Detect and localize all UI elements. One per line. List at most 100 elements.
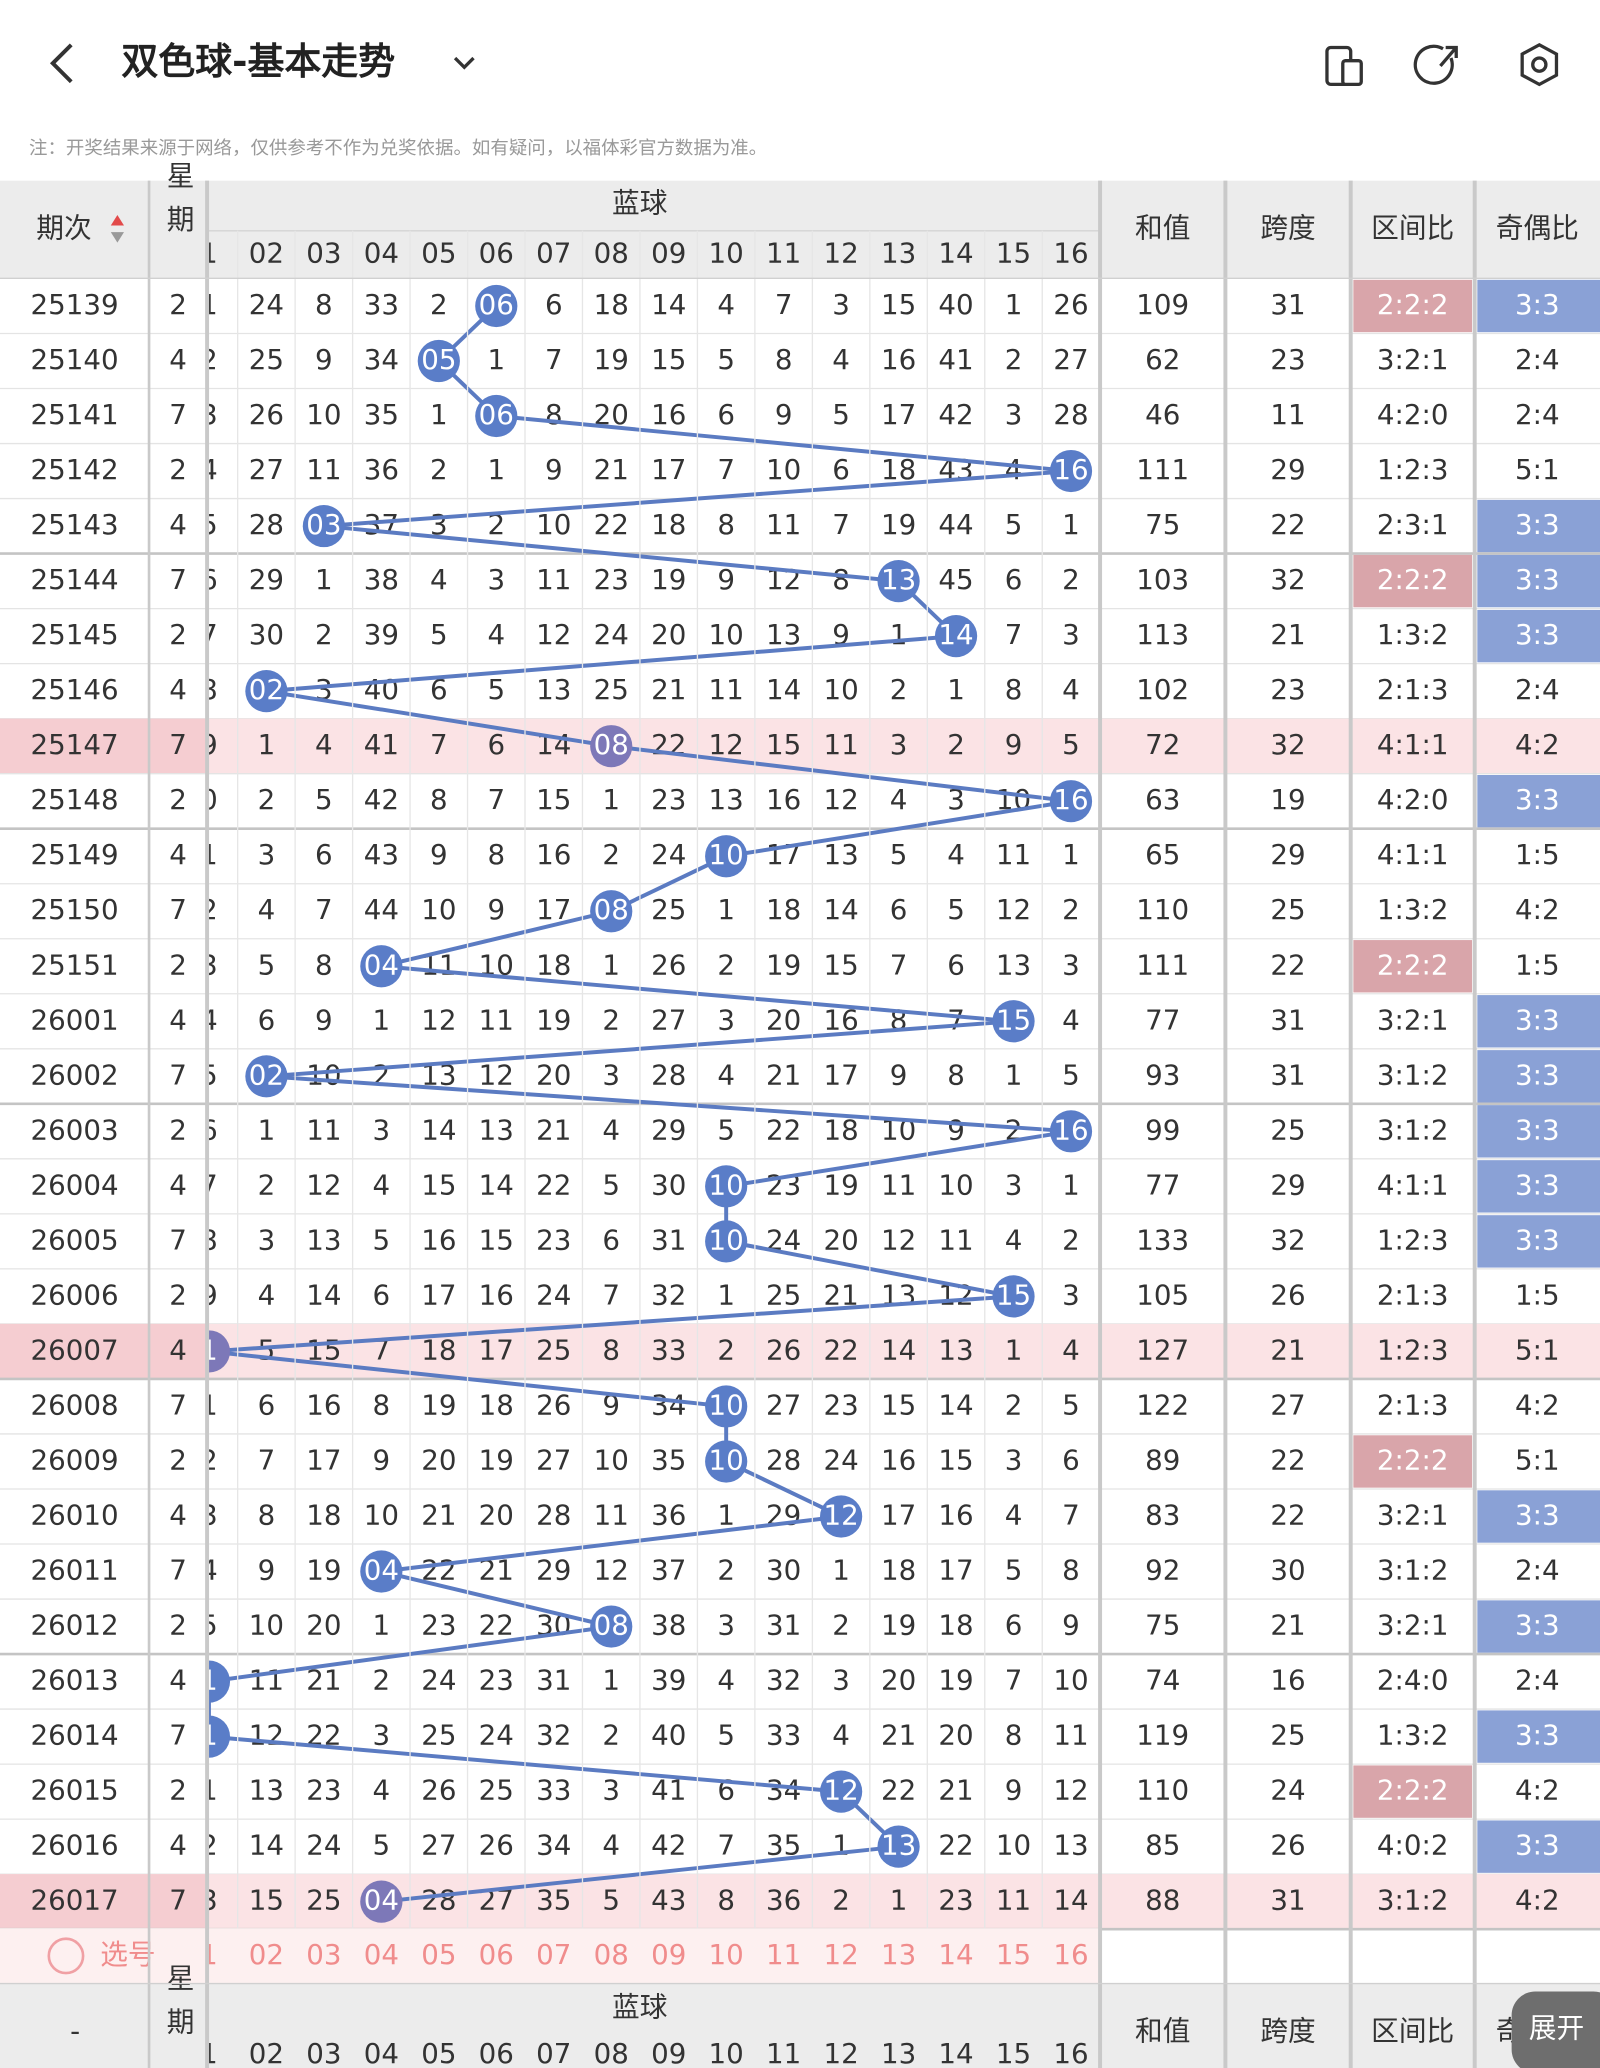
parity-highlight	[1477, 1105, 1600, 1158]
select-number: 04	[364, 1938, 399, 1971]
omission-value: 27	[536, 1443, 571, 1476]
omission-value: 18	[651, 508, 686, 541]
omission-value: 1	[487, 453, 505, 486]
omission-value: 7	[1005, 618, 1023, 651]
omission-value: 26	[651, 948, 686, 981]
share-icon[interactable]	[1413, 44, 1458, 85]
omission-value: 40	[651, 1719, 686, 1752]
omission-value: 6	[947, 948, 965, 981]
omission-value: 1	[487, 343, 505, 376]
omission-value: 12	[823, 783, 858, 816]
omission-value: 10	[306, 398, 341, 431]
omission-value: 24	[421, 1664, 456, 1697]
omission-value: 4	[315, 728, 333, 761]
sum: 65	[1145, 838, 1180, 871]
blue-ball	[245, 670, 288, 713]
omission-value: 7	[258, 1443, 276, 1476]
sum: 110	[1136, 1774, 1189, 1807]
weekday: 4	[169, 838, 187, 871]
span: 27	[1270, 1388, 1305, 1421]
parity-highlight	[1477, 1820, 1600, 1873]
footer-header-bg	[0, 1983, 1600, 2068]
omission-value: 1	[717, 1278, 735, 1311]
zone-ratio: 2:2:2	[1377, 1774, 1449, 1807]
blue-ball	[934, 615, 978, 658]
omission-value: 19	[479, 1443, 514, 1476]
zone-ratio: 3:1:2	[1377, 1058, 1449, 1091]
settings-icon[interactable]	[1520, 42, 1559, 87]
omission-value: 15	[881, 1388, 916, 1421]
omission-value: 3	[200, 948, 218, 981]
omission-value: 17	[421, 1278, 456, 1311]
omission-value: 13	[306, 1223, 341, 1256]
omission-value: 34	[651, 1388, 686, 1421]
omission-value: 32	[536, 1719, 571, 1752]
trend-line	[496, 414, 1072, 474]
zone-ratio: 3:1:2	[1377, 1884, 1449, 1917]
omission-value: 5	[200, 508, 218, 541]
select-number: 12	[823, 1938, 858, 1971]
omission-value: 11	[249, 1664, 284, 1697]
omission-value: 10	[766, 453, 801, 486]
select-label: 选号	[100, 1938, 155, 1971]
parity-ratio: 2:4	[1515, 398, 1560, 431]
omission-value: 12	[249, 1719, 284, 1752]
omission-value: 4	[430, 563, 448, 596]
sum: 72	[1145, 728, 1180, 761]
omission-value: 15	[938, 1443, 973, 1476]
omission-value: 23	[479, 1664, 514, 1697]
omission-value: 2	[200, 893, 218, 926]
omission-value: 15	[479, 1223, 514, 1256]
issue: 25149	[30, 838, 118, 871]
issue: 26003	[30, 1113, 118, 1146]
span: 21	[1270, 1609, 1305, 1642]
omission-value: 40	[938, 288, 973, 321]
span: 23	[1270, 673, 1305, 706]
span: 29	[1270, 1168, 1305, 1201]
omission-value: 25	[536, 1333, 571, 1366]
back-button[interactable]	[49, 43, 73, 84]
zone-ratio: 2:4:0	[1377, 1664, 1449, 1697]
omission-value: 9	[1062, 1609, 1080, 1642]
omission-value: 1	[430, 398, 448, 431]
expand-button[interactable]	[1511, 1991, 1600, 2068]
weekday: 4	[169, 673, 187, 706]
omission-value: 7	[315, 893, 333, 926]
dropdown-arrow[interactable]	[453, 56, 475, 70]
span: 31	[1270, 1003, 1305, 1036]
span: 32	[1270, 728, 1305, 761]
blue-ball-number: 13	[881, 563, 916, 596]
span: 21	[1270, 1333, 1305, 1366]
row-highlight	[0, 718, 1600, 774]
omission-value: 4	[1005, 453, 1023, 486]
row-highlight	[0, 1874, 1600, 1930]
omission-value: 3	[200, 398, 218, 431]
omission-value: 5	[1005, 508, 1023, 541]
omission-value: 42	[651, 1829, 686, 1862]
omission-value: 6	[258, 1388, 276, 1421]
issue: 26012	[30, 1609, 118, 1642]
omission-value: 1	[1062, 1168, 1080, 1201]
blue-ball-number: 10	[709, 1223, 744, 1256]
select-number: 05	[421, 1938, 456, 1971]
omission-value: 18	[766, 893, 801, 926]
omission-value: 11	[709, 673, 744, 706]
omission-value: 6	[373, 1278, 391, 1311]
omission-value: 7	[890, 948, 908, 981]
omission-value: 6	[832, 453, 850, 486]
weekday: 2	[169, 618, 187, 651]
omission-value: 10	[594, 1443, 629, 1476]
issue: 26004	[30, 1168, 118, 1201]
omission-value: 3	[947, 783, 965, 816]
column-header: 星期	[162, 161, 195, 248]
omission-value: 24	[536, 1278, 571, 1311]
issue: 25150	[30, 893, 118, 926]
column-header: 奇偶比	[1496, 211, 1579, 244]
blue-number-header: 08	[594, 2037, 629, 2068]
omission-value: 28	[249, 508, 284, 541]
omission-value: 4	[602, 1829, 620, 1862]
omission-value: 2	[1062, 1223, 1080, 1256]
omission-value: 6	[258, 1003, 276, 1036]
omission-value: 2	[832, 1609, 850, 1642]
omission-value: 31	[536, 1664, 571, 1697]
